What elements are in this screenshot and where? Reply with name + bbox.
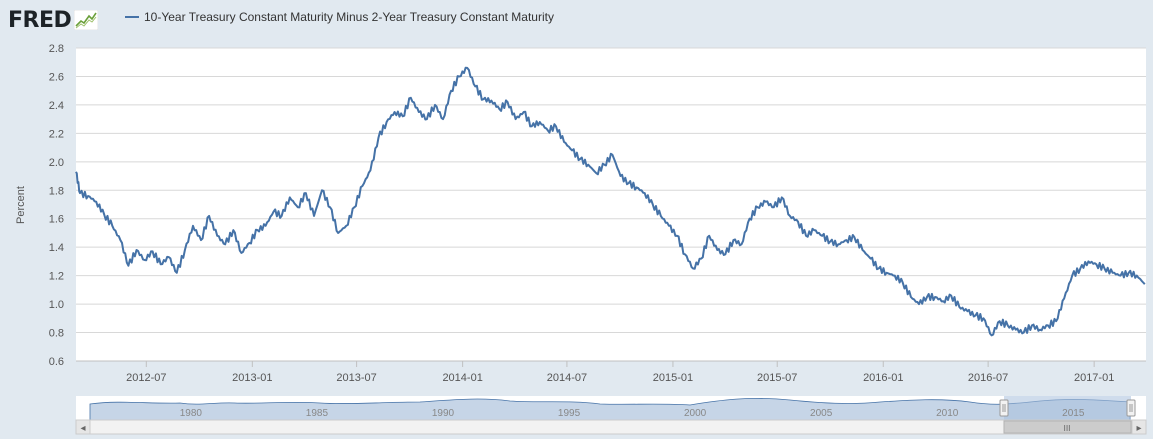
navigator-handle-right[interactable] — [1126, 399, 1136, 417]
y-tick-label: 1.2 — [49, 271, 64, 283]
navigator-handle-left[interactable] — [999, 399, 1009, 417]
x-tick-label: 2012-07 — [126, 372, 166, 384]
chart-legend[interactable]: 10-Year Treasury Constant Maturity Minus… — [125, 10, 554, 24]
x-tick-label: 2013-01 — [232, 372, 272, 384]
chart-header: FRED 10-Year Treasury Constant Maturity … — [0, 0, 1153, 40]
x-tick-label: 2016-01 — [863, 372, 903, 384]
series-layer — [75, 66, 1146, 337]
navigator-year-label: 1995 — [558, 408, 581, 419]
legend-swatch — [125, 16, 139, 18]
x-tick-label: 2014-07 — [547, 372, 587, 384]
x-tick-label: 2015-07 — [757, 372, 797, 384]
y-axis-title: Percent — [15, 186, 27, 224]
y-axis-tick-labels: 0.6 0.8 1.0 1.2 1.4 1.6 1.8 2.0 2.2 2.4 2.6 2.8 — [49, 43, 64, 368]
navigator-labels: 1980 1985 1990 1995 2000 2005 2010 2015 — [180, 408, 1085, 419]
scrollbar-left-button[interactable] — [75, 419, 91, 435]
y-tick-label: 1.4 — [49, 242, 64, 254]
navigator-series-area — [89, 397, 1131, 421]
navigator-year-label: 2010 — [936, 408, 959, 419]
scroll-left-arrow-icon: ◂ — [80, 423, 85, 434]
navigator-year-label: 2005 — [810, 408, 833, 419]
y-tick-label: 0.6 — [49, 356, 64, 368]
y-tick-label: 1.6 — [49, 214, 64, 226]
fred-logo-text: FRED — [8, 7, 72, 33]
trend-line-icon — [74, 10, 99, 30]
plot-background — [76, 48, 1146, 361]
navigator-year-label: 2015 — [1062, 408, 1085, 419]
x-axis-tick-labels: 2012-07 2013-01 2013-07 2014-01 2014-07 2015-… — [126, 361, 1114, 384]
x-tick-label: 2013-07 — [336, 372, 376, 384]
x-tick-label: 2017-01 — [1074, 372, 1114, 384]
x-tick-label: 2016-07 — [968, 372, 1008, 384]
y-tick-label: 2.0 — [49, 157, 64, 169]
grid-lines — [76, 47, 1146, 334]
series-line[interactable] — [75, 66, 1146, 337]
y-tick-label: 2.4 — [49, 100, 64, 112]
y-tick-label: 0.8 — [49, 328, 64, 340]
x-tick-label: 2014-01 — [442, 372, 482, 384]
navigator-selected-range[interactable] — [1004, 396, 1131, 420]
scrollbar[interactable]: ◂ III ▸ — [75, 419, 1147, 435]
y-tick-label: 2.2 — [49, 128, 64, 140]
scroll-right-arrow-icon: ▸ — [1136, 423, 1141, 434]
navigator[interactable]: 1980 1985 1990 1995 2000 2005 2010 2015 — [76, 396, 1146, 421]
y-tick-label: 1.0 — [49, 299, 64, 311]
y-tick-label: 2.6 — [49, 71, 64, 83]
navigator-year-label: 1990 — [432, 408, 455, 419]
scrollbar-thumb[interactable] — [1003, 420, 1132, 434]
navigator-year-label: 1980 — [180, 408, 203, 419]
scrollbar-grip-icon: III — [1063, 424, 1070, 433]
navigator-year-label: 2000 — [684, 408, 707, 419]
fred-logo[interactable]: FRED — [8, 7, 99, 33]
y-tick-label: 1.8 — [49, 185, 64, 197]
x-tick-label: 2015-01 — [653, 372, 693, 384]
scrollbar-right-button[interactable] — [1131, 419, 1147, 435]
legend-label: 10-Year Treasury Constant Maturity Minus… — [144, 10, 554, 24]
scrollbar-track[interactable] — [75, 419, 1147, 435]
navigator-year-label: 1985 — [306, 408, 329, 419]
y-tick-label: 2.8 — [49, 43, 64, 55]
